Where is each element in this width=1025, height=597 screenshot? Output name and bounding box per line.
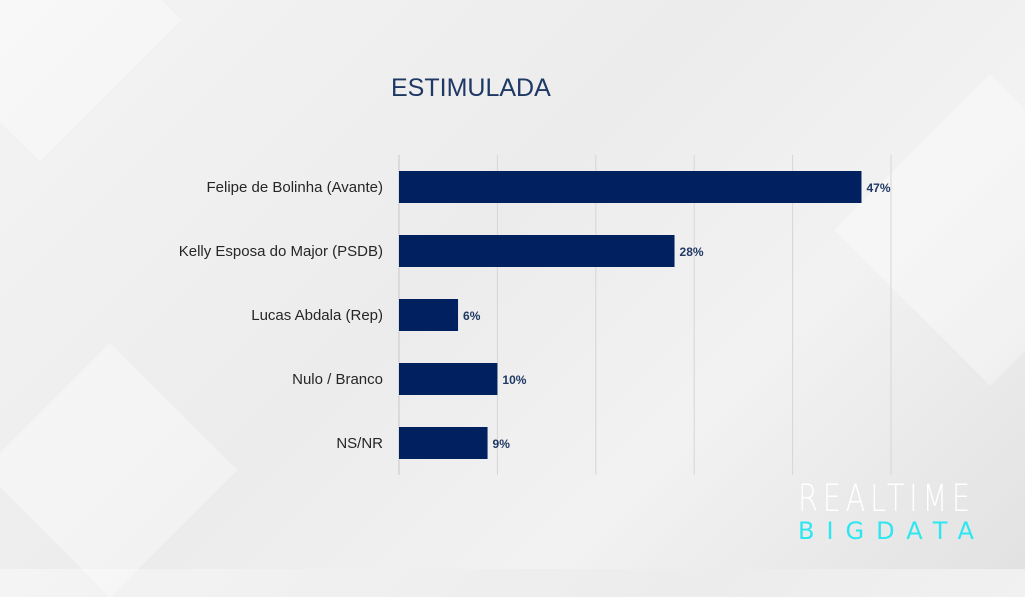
data-label: 6% xyxy=(463,309,481,323)
bar-chart: Felipe de Bolinha (Avante) 47% Kelly Espos… xyxy=(179,155,892,475)
bar xyxy=(399,299,459,331)
bar xyxy=(399,235,675,267)
category-label: Nulo / Branco xyxy=(292,371,383,388)
category-label: NS/NR xyxy=(336,435,383,452)
category-label: Kelly Esposa do Major (PSDB) xyxy=(179,243,383,260)
category-label: Felipe de Bolinha (Avante) xyxy=(207,179,384,196)
bar xyxy=(399,363,498,395)
chart-title: ESTIMULADA xyxy=(391,74,551,102)
realtime-bigdata-logo: REALTIME BIGDATA xyxy=(798,477,988,545)
bar xyxy=(399,427,488,459)
data-label: 28% xyxy=(680,245,704,259)
bar xyxy=(399,171,862,203)
logo-line1: REALTIME xyxy=(798,477,975,520)
data-label: 9% xyxy=(493,437,511,451)
category-label: Lucas Abdala (Rep) xyxy=(251,307,383,324)
data-label: 10% xyxy=(502,373,526,387)
logo-line2: BIGDATA xyxy=(798,517,986,545)
data-label: 47% xyxy=(866,181,890,195)
